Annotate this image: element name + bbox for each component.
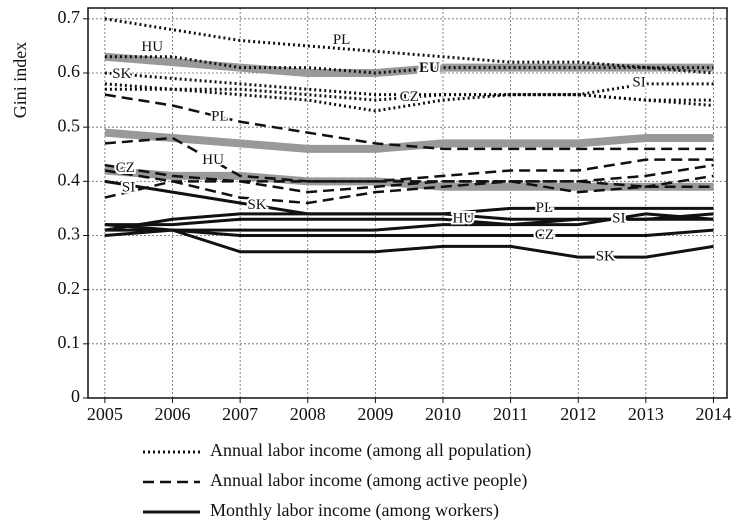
y-tick-label: 0.2 bbox=[58, 278, 81, 298]
series-line bbox=[104, 82, 714, 113]
plot-frame bbox=[87, 7, 728, 399]
y-tick-label: 0.7 bbox=[58, 7, 81, 27]
x-tick-label: 2005 bbox=[87, 404, 123, 424]
series-label: CZ bbox=[116, 160, 135, 176]
series-line bbox=[104, 82, 714, 102]
series-label: PL bbox=[536, 200, 554, 216]
x-tick-label: 2006 bbox=[155, 404, 191, 424]
series-line bbox=[104, 174, 714, 199]
x-tick-label: 2007 bbox=[222, 404, 258, 424]
series-line bbox=[104, 17, 714, 70]
x-tick-label: 2012 bbox=[560, 404, 596, 424]
y-axis-label: Gini index bbox=[10, 42, 30, 119]
y-tick-label: 0 bbox=[71, 386, 80, 406]
series-label: PL bbox=[211, 108, 229, 124]
x-tick-label: 2011 bbox=[493, 404, 528, 424]
series-line bbox=[104, 163, 714, 205]
series-line bbox=[104, 217, 714, 237]
y-tick-label: 0.6 bbox=[58, 61, 81, 81]
legend-label: Annual labor income (among active people… bbox=[210, 470, 527, 491]
x-tick-label: 2009 bbox=[357, 404, 393, 424]
series-label: CZ bbox=[535, 227, 554, 243]
series-label: HU bbox=[202, 152, 224, 168]
series-label: SI bbox=[632, 74, 645, 90]
y-tick-label: 0.5 bbox=[58, 115, 81, 135]
legend-label: Monthly labor income (among workers) bbox=[210, 500, 499, 521]
series-label: SI bbox=[612, 211, 625, 227]
series-label: SI bbox=[122, 179, 135, 195]
series-line bbox=[104, 93, 714, 151]
series-line bbox=[104, 55, 714, 75]
legend-label: Annual labor income (among all populatio… bbox=[210, 440, 531, 461]
series-line bbox=[104, 206, 714, 232]
series-label: CZ bbox=[400, 89, 419, 105]
y-tick-label: 0.4 bbox=[58, 169, 81, 189]
x-tick-label: 2010 bbox=[425, 404, 461, 424]
series-line bbox=[104, 163, 714, 188]
x-tick-label: 2008 bbox=[290, 404, 326, 424]
x-tick-label: 2013 bbox=[628, 404, 664, 424]
y-tick-label: 0.1 bbox=[58, 332, 81, 352]
series-label: HU bbox=[141, 39, 163, 55]
series-line bbox=[104, 136, 714, 183]
y-tick-label: 0.3 bbox=[58, 224, 81, 244]
series-label: EU bbox=[419, 60, 440, 76]
series-line bbox=[104, 223, 714, 237]
series-label: HU bbox=[452, 210, 474, 226]
series-label: PL bbox=[333, 32, 351, 48]
x-tick-label: 2014 bbox=[695, 404, 731, 424]
series-label: SK bbox=[112, 66, 131, 82]
series-line bbox=[104, 71, 714, 107]
series-label: SK bbox=[247, 197, 266, 213]
series-label: SK bbox=[596, 249, 615, 265]
series-line bbox=[104, 228, 714, 259]
